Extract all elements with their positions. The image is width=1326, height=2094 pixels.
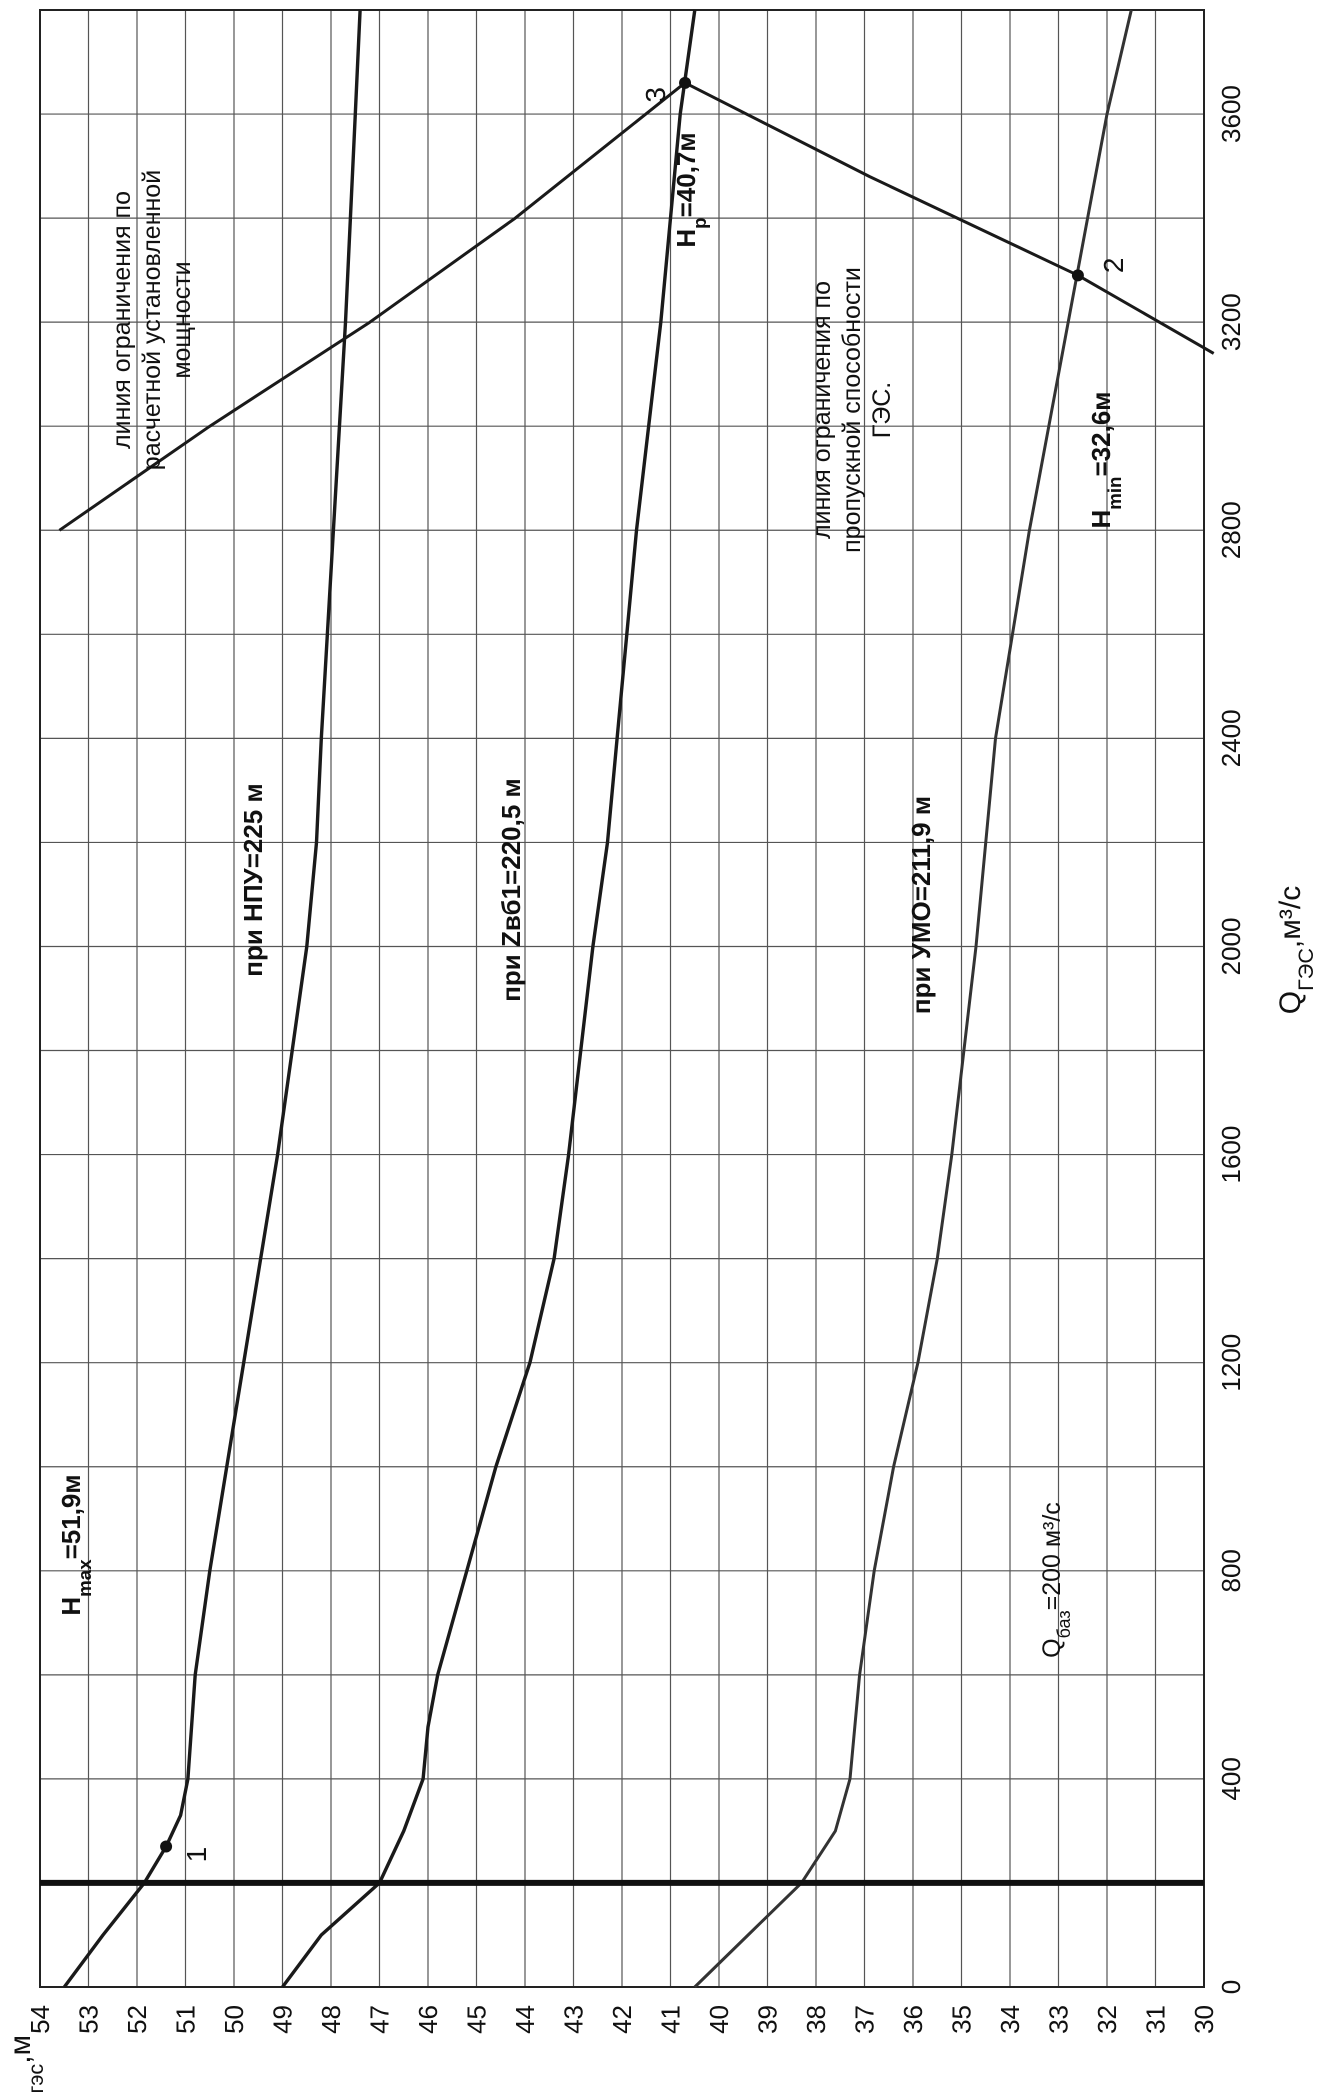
- curve-label-umo: при УМО=211,9 м: [906, 796, 936, 1014]
- point-label-2: 2: [1098, 258, 1129, 274]
- y-tick-label-41: 41: [656, 2005, 686, 2034]
- y-tick-label-46: 46: [413, 2005, 443, 2034]
- y-tick-label-32: 32: [1092, 2005, 1122, 2034]
- curve-label-zvb: при Zвб1=220,5 м: [496, 778, 526, 1002]
- series-line-3: [58, 81, 686, 532]
- x-tick-label-3200: 3200: [1216, 293, 1246, 351]
- y-tick-label-52: 52: [122, 2005, 152, 2034]
- x-tick-label-2800: 2800: [1216, 501, 1246, 559]
- y-tick-label-37: 37: [850, 2005, 880, 2034]
- y-tick-label-42: 42: [607, 2005, 637, 2034]
- point-1: [160, 1840, 173, 1853]
- y-tick-label-51: 51: [171, 2005, 201, 2034]
- x-tick-label-0: 0: [1216, 1980, 1246, 1994]
- x-tick-label-2000: 2000: [1216, 918, 1246, 976]
- hp-label: Hр=40,7м: [671, 132, 710, 247]
- y-tick-label-43: 43: [559, 2005, 589, 2034]
- capacity-limit-label-0: линия ограничения по: [808, 281, 836, 539]
- series-line-1: [281, 9, 697, 1989]
- series-line-4: [684, 81, 1215, 355]
- marker-points: 1 2 3: [160, 76, 1129, 1863]
- x-tick-label-400: 400: [1216, 1757, 1246, 1800]
- power-limit-label-2: мощности: [168, 261, 196, 378]
- series-line-0: [62, 9, 362, 1989]
- y-tick-label-36: 36: [898, 2005, 928, 2034]
- y-tick-label-31: 31: [1141, 2005, 1171, 2034]
- y-tick-label-44: 44: [510, 2005, 540, 2034]
- y-tick-label-54: 54: [25, 2005, 55, 2034]
- curve-label-npu: при НПУ=225 м: [238, 783, 268, 976]
- point-2: [1071, 269, 1084, 282]
- y-tick-label-45: 45: [462, 2005, 492, 2034]
- x-tick-label-2400: 2400: [1216, 709, 1246, 767]
- x-tick-label-3600: 3600: [1216, 85, 1246, 143]
- y-tick-label-50: 50: [219, 2005, 249, 2034]
- point-label-3: 3: [640, 87, 671, 103]
- y-tick-label-47: 47: [365, 2005, 395, 2034]
- y-tick-label-30: 30: [1189, 2005, 1219, 2034]
- annotations: Hгэс,мQГЭС,м³/сHmax=51,9мHр=40,7мHmin=32…: [4, 132, 1318, 2094]
- hmax-label: Hmax=51,9м: [56, 1474, 95, 1615]
- x-tick-label-1600: 1600: [1216, 1126, 1246, 1184]
- power-limit-label-1: расчетной установленной: [138, 170, 166, 470]
- plot-frame: [39, 9, 1205, 1988]
- point-label-1: 1: [181, 1847, 212, 1863]
- series-line-2: [693, 9, 1133, 1989]
- y-tick-label-34: 34: [995, 2005, 1025, 2034]
- series-lines: [40, 9, 1215, 1989]
- y-tick-label-38: 38: [801, 2005, 831, 2034]
- y-tick-label-53: 53: [74, 2005, 104, 2034]
- hmin-label: Hmin=32,6м: [1086, 391, 1125, 528]
- tick-labels: 3031323334353637383940414243444546474849…: [25, 85, 1246, 2034]
- capacity-limit-label-1: пропускной способности: [838, 267, 866, 553]
- y-tick-label-33: 33: [1044, 2005, 1074, 2034]
- x-axis-title: QГЭС,м³/с: [1274, 886, 1318, 1014]
- y-tick-label-35: 35: [947, 2005, 977, 2034]
- q-base-label: Qбаз=200 м³/с: [1038, 1502, 1074, 1658]
- y-tick-label-48: 48: [316, 2005, 346, 2034]
- y-tick-label-40: 40: [704, 2005, 734, 2034]
- capacity-limit-label-2: ГЭС.: [868, 382, 896, 439]
- point-3: [679, 76, 692, 89]
- y-tick-label-39: 39: [753, 2005, 783, 2034]
- axes: [39, 9, 1205, 1988]
- x-tick-label-800: 800: [1216, 1549, 1246, 1592]
- power-limit-label-0: линия ограничения по: [108, 191, 136, 449]
- grid: [39, 9, 1205, 1988]
- x-tick-label-1200: 1200: [1216, 1334, 1246, 1392]
- y-tick-label-49: 49: [268, 2005, 298, 2034]
